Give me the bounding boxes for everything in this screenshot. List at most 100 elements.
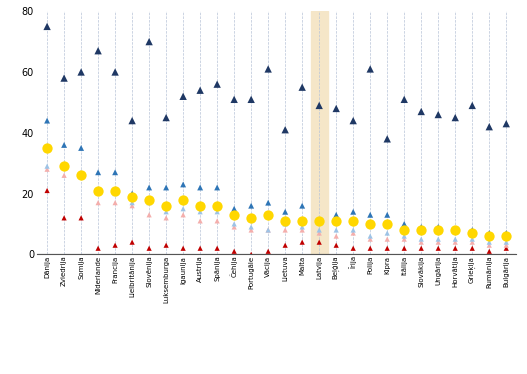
Point (298, 224, 306, 230)
Point (264, 212, 272, 218)
Point (349, 218, 357, 224)
Point (264, 248, 272, 254)
Point (60, 75, 69, 81)
Point (281, 209, 289, 215)
Point (383, 212, 392, 218)
Point (366, 233, 374, 239)
Point (468, 102, 476, 108)
Point (332, 227, 340, 233)
Point (468, 245, 476, 251)
Point (128, 200, 136, 206)
Point (366, 245, 374, 251)
Point (451, 114, 460, 120)
Point (111, 242, 119, 248)
Point (400, 245, 408, 251)
Point (111, 187, 119, 193)
Point (434, 245, 443, 251)
Point (162, 215, 170, 221)
Point (213, 245, 221, 251)
Point (366, 66, 374, 72)
Point (298, 84, 306, 90)
Point (502, 242, 511, 248)
Point (264, 227, 272, 233)
Point (502, 230, 511, 236)
Point (128, 194, 136, 200)
Point (485, 239, 493, 245)
Point (128, 191, 136, 197)
Point (196, 209, 204, 215)
Point (94, 48, 102, 54)
Point (179, 181, 188, 187)
Point (315, 239, 324, 245)
Point (128, 203, 136, 209)
Point (451, 245, 460, 251)
Point (247, 251, 256, 257)
Point (315, 102, 324, 108)
Point (43, 24, 51, 30)
Point (434, 239, 443, 245)
Point (77, 69, 85, 75)
Point (315, 230, 324, 236)
Point (247, 203, 256, 209)
Point (485, 233, 493, 239)
Point (281, 242, 289, 248)
Point (400, 221, 408, 227)
Point (77, 172, 85, 178)
Point (111, 169, 119, 175)
Point (196, 218, 204, 224)
Point (502, 239, 511, 245)
Point (247, 215, 256, 221)
Point (332, 233, 340, 239)
Point (94, 187, 102, 193)
Point (179, 206, 188, 212)
Point (400, 227, 408, 233)
Point (196, 87, 204, 93)
Point (485, 242, 493, 248)
Point (179, 245, 188, 251)
Point (417, 224, 425, 230)
Point (162, 203, 170, 209)
Point (383, 236, 392, 242)
Point (485, 124, 493, 130)
Point (230, 212, 238, 218)
Point (349, 230, 357, 236)
Point (332, 218, 340, 224)
Point (94, 169, 102, 175)
Point (298, 218, 306, 224)
Point (179, 212, 188, 218)
Point (349, 227, 357, 233)
Point (502, 245, 511, 251)
Point (94, 245, 102, 251)
Point (383, 245, 392, 251)
Point (383, 136, 392, 142)
Point (213, 203, 221, 209)
Point (264, 66, 272, 72)
Point (128, 117, 136, 123)
Point (417, 108, 425, 114)
Point (451, 236, 460, 242)
Point (60, 163, 69, 169)
Point (77, 172, 85, 178)
Point (162, 242, 170, 248)
Point (162, 184, 170, 190)
Point (417, 245, 425, 251)
Point (60, 163, 69, 169)
Point (145, 200, 153, 206)
Point (111, 191, 119, 197)
Point (230, 206, 238, 212)
Point (383, 221, 392, 227)
Point (468, 227, 476, 233)
Point (162, 114, 170, 120)
Point (196, 203, 204, 209)
Point (349, 245, 357, 251)
Point (417, 239, 425, 245)
Point (213, 209, 221, 215)
Point (366, 212, 374, 218)
Point (434, 236, 443, 242)
Point (468, 230, 476, 236)
Point (281, 227, 289, 233)
Point (417, 236, 425, 242)
Point (315, 227, 324, 233)
Point (111, 200, 119, 206)
Point (315, 218, 324, 224)
